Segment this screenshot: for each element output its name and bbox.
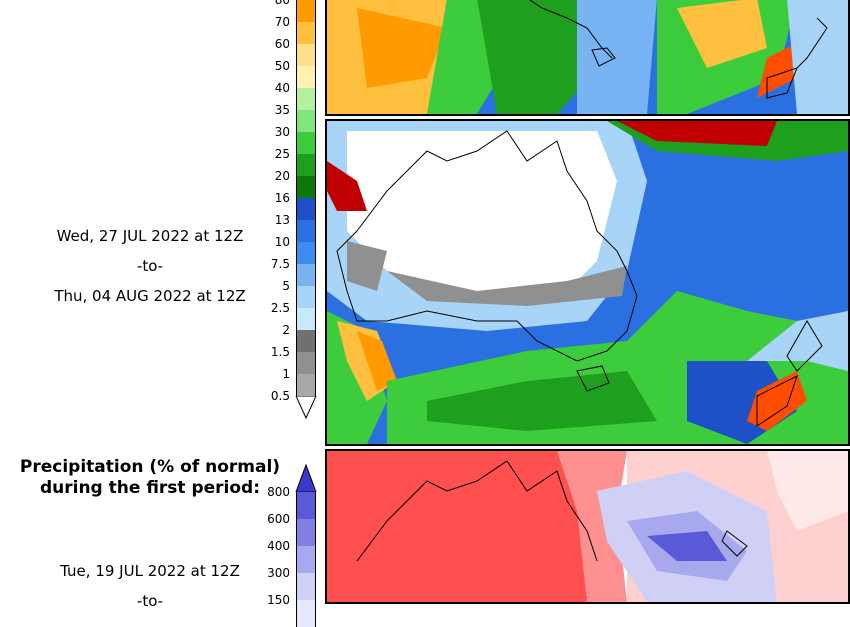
precip-legend-swatch xyxy=(296,220,316,242)
precip-legend-tick: 30 xyxy=(274,125,290,139)
precip-legend-swatch xyxy=(296,330,316,352)
precip-legend-tick: 2 xyxy=(282,323,290,337)
precip-legend-swatch xyxy=(296,374,316,396)
precip-legend-tick: 20 xyxy=(274,169,290,183)
anomaly-legend-tick: 800 xyxy=(267,485,290,499)
precip-legend-tick: 1.5 xyxy=(270,345,290,359)
anomaly-legend-swatch xyxy=(296,573,316,600)
precip-legend-tick: 60 xyxy=(274,37,290,51)
anomaly-legend-arrow xyxy=(295,464,317,492)
period2-start: Wed, 27 JUL 2022 at 12Z xyxy=(56,227,244,245)
precip-legend-tick: 2.5 xyxy=(270,301,290,315)
precip-legend-swatch xyxy=(296,44,316,66)
precip-legend-swatch xyxy=(296,264,316,286)
precip-legend-tick: 10 xyxy=(274,235,290,249)
anomaly-legend-tick: 600 xyxy=(267,512,290,526)
anomaly-legend-tick: 150 xyxy=(267,593,290,607)
precip-legend-swatch xyxy=(296,110,316,132)
anomaly-legend-swatch xyxy=(296,546,316,573)
precip-legend-tick: 5 xyxy=(282,279,290,293)
precip-legend-swatch xyxy=(296,132,316,154)
precip-legend-swatch xyxy=(296,352,316,374)
precip-legend-tick: 7.5 xyxy=(270,257,290,271)
precip-legend-tick: 1 xyxy=(282,367,290,381)
anomaly-title-line1: Precipitation (% of normal) xyxy=(19,457,281,477)
anomaly-legend-swatch xyxy=(296,519,316,546)
precip-map-period1 xyxy=(325,0,850,116)
precip-legend-swatch xyxy=(296,22,316,44)
anomaly-legend-tick: 300 xyxy=(267,566,290,580)
precip-legend-tick: 70 xyxy=(274,15,290,29)
anomaly-period-start: Tue, 19 JUL 2022 at 12Z xyxy=(60,562,240,580)
precip-legend-swatch xyxy=(296,154,316,176)
anomaly-legend-tick: 400 xyxy=(267,539,290,553)
period2-to: -to- xyxy=(136,257,164,275)
period2-end: Thu, 04 AUG 2022 at 12Z xyxy=(54,287,246,305)
precip-legend-tick: 50 xyxy=(274,59,290,73)
precip-map-period2 xyxy=(325,119,850,446)
precip-legend-tick: 16 xyxy=(274,191,290,205)
precip-legend-swatch xyxy=(296,308,316,330)
precip-legend-swatch xyxy=(296,198,316,220)
precip-legend-tick: 13 xyxy=(274,213,290,227)
precip-legend-swatch xyxy=(296,0,316,22)
precip-legend-tick: 35 xyxy=(274,103,290,117)
anomaly-legend-swatch xyxy=(296,492,316,519)
precip-legend-swatch xyxy=(296,66,316,88)
precip-legend-arrow xyxy=(295,396,317,420)
precip-legend-swatch xyxy=(296,242,316,264)
precip-legend-tick: 80 xyxy=(274,0,290,7)
precip-legend-tick: 25 xyxy=(274,147,290,161)
precip-legend-tick: 40 xyxy=(274,81,290,95)
precip-anomaly-map xyxy=(325,449,850,604)
precip-legend-swatch xyxy=(296,286,316,308)
precip-legend-swatch xyxy=(296,88,316,110)
anomaly-title-line2: during the first period: xyxy=(39,478,261,498)
precip-legend-tick: 0.5 xyxy=(270,389,290,403)
precip-legend-swatch xyxy=(296,176,316,198)
anomaly-legend-swatch xyxy=(296,600,316,627)
